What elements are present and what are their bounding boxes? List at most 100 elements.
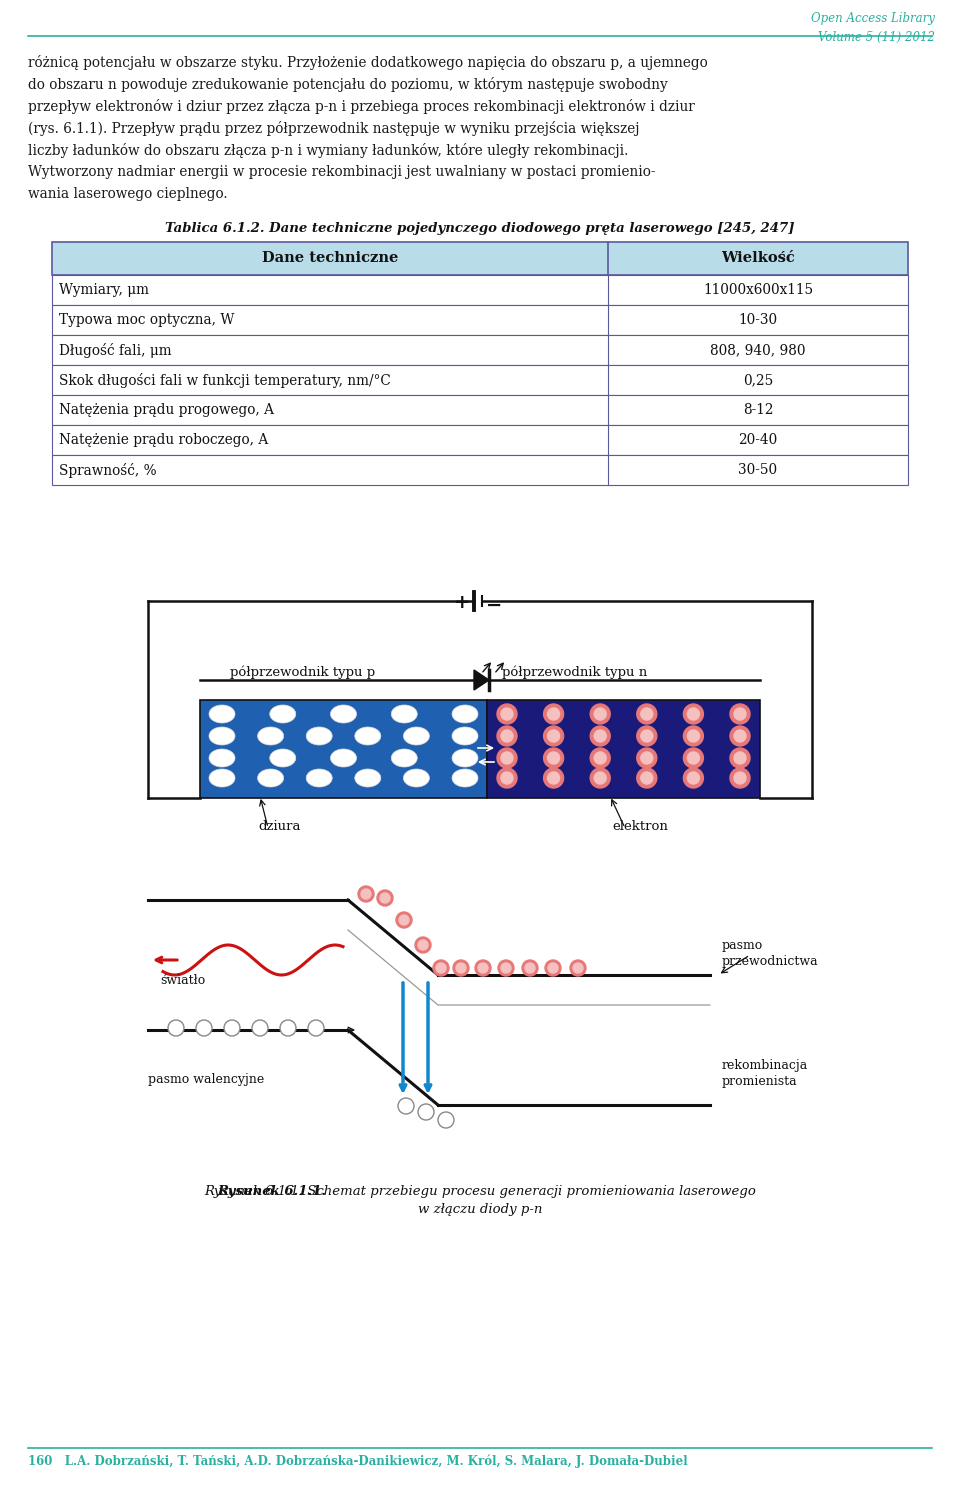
Circle shape [636, 767, 657, 788]
Ellipse shape [452, 749, 478, 767]
Circle shape [594, 752, 606, 764]
Bar [52, 426, 908, 455]
Text: Typowa moc optyczna, W: Typowa moc optyczna, W [59, 314, 234, 327]
Circle shape [590, 767, 611, 788]
Circle shape [734, 708, 746, 720]
Text: światło: światło [160, 973, 205, 987]
Circle shape [594, 772, 606, 784]
Circle shape [547, 708, 560, 720]
Circle shape [522, 960, 538, 976]
Bar [52, 242, 908, 275]
Text: −: − [486, 596, 502, 615]
Circle shape [636, 748, 657, 767]
Circle shape [196, 1020, 212, 1036]
Text: dziura: dziura [259, 820, 301, 833]
Text: Rysunek 6.1.1. Schemat przebiegu procesu generacji promieniowania laserowego: Rysunek 6.1.1. Schemat przebiegu procesu… [204, 1185, 756, 1197]
Circle shape [641, 730, 653, 742]
Text: 30-50: 30-50 [738, 463, 778, 476]
Text: 10-30: 10-30 [738, 314, 778, 327]
Ellipse shape [355, 769, 381, 787]
Text: Dane techniczne: Dane techniczne [262, 251, 398, 266]
Circle shape [399, 915, 409, 926]
Text: +: + [454, 593, 470, 612]
Circle shape [548, 963, 558, 973]
Ellipse shape [306, 769, 332, 787]
Circle shape [280, 1020, 296, 1036]
Circle shape [456, 963, 466, 973]
Text: 808, 940, 980: 808, 940, 980 [710, 343, 805, 357]
Circle shape [684, 726, 704, 746]
Ellipse shape [306, 727, 332, 745]
Ellipse shape [257, 769, 283, 787]
Text: Wymiary, μm: Wymiary, μm [59, 284, 149, 297]
Circle shape [224, 1020, 240, 1036]
Circle shape [547, 730, 560, 742]
Circle shape [687, 752, 700, 764]
Polygon shape [474, 670, 489, 690]
Circle shape [687, 772, 700, 784]
Text: 20-40: 20-40 [738, 433, 778, 446]
Circle shape [497, 767, 517, 788]
Text: różnicą potencjału w obszarze styku. Przyłożenie dodatkowego napięcia do obszaru: różnicą potencjału w obszarze styku. Prz… [28, 55, 708, 70]
Circle shape [433, 960, 449, 976]
Ellipse shape [270, 705, 296, 723]
Bar [200, 700, 487, 797]
Ellipse shape [330, 749, 356, 767]
Text: Open Access Library
Volume 5 (11) 2012: Open Access Library Volume 5 (11) 2012 [811, 12, 935, 43]
Text: Tablica 6.1.2. Dane techniczne pojedynczego diodowego pręta laserowego [245, 247: Tablica 6.1.2. Dane techniczne pojedyncz… [165, 222, 795, 234]
Circle shape [415, 938, 431, 953]
Circle shape [590, 748, 611, 767]
Circle shape [501, 708, 513, 720]
Circle shape [475, 960, 491, 976]
Text: Wielkość: Wielkość [721, 251, 795, 266]
Bar [52, 455, 908, 485]
Circle shape [573, 963, 583, 973]
Circle shape [497, 748, 517, 767]
Circle shape [641, 752, 653, 764]
Text: Długość fali, μm: Długość fali, μm [59, 342, 172, 357]
Text: pasmo walencyjne: pasmo walencyjne [148, 1073, 264, 1087]
Circle shape [543, 767, 564, 788]
Bar [52, 305, 908, 334]
Circle shape [501, 752, 513, 764]
Circle shape [436, 963, 446, 973]
Circle shape [687, 708, 700, 720]
Circle shape [641, 708, 653, 720]
Circle shape [497, 726, 517, 746]
Circle shape [730, 705, 750, 724]
Ellipse shape [209, 769, 235, 787]
Bar [52, 275, 908, 305]
Circle shape [358, 885, 374, 902]
Circle shape [734, 772, 746, 784]
Ellipse shape [392, 705, 418, 723]
Circle shape [590, 705, 611, 724]
Circle shape [547, 772, 560, 784]
Bar [487, 700, 760, 797]
Circle shape [730, 726, 750, 746]
Circle shape [594, 708, 606, 720]
Circle shape [636, 705, 657, 724]
Ellipse shape [403, 727, 429, 745]
Circle shape [570, 960, 586, 976]
Text: liczby ładunków do obszaru złącza p-n i wymiany ładunków, które uległy rekombina: liczby ładunków do obszaru złącza p-n i … [28, 143, 629, 158]
Text: w złączu diody p-n: w złączu diody p-n [418, 1203, 542, 1215]
Circle shape [497, 705, 517, 724]
Ellipse shape [209, 705, 235, 723]
Circle shape [361, 888, 371, 899]
Circle shape [478, 963, 488, 973]
Text: Rysunek 6.1.1.: Rysunek 6.1.1. [217, 1185, 326, 1197]
Ellipse shape [270, 749, 296, 767]
Circle shape [418, 1103, 434, 1120]
Circle shape [398, 1097, 414, 1114]
Circle shape [687, 730, 700, 742]
Circle shape [453, 960, 469, 976]
Circle shape [543, 705, 564, 724]
Text: wania laserowego cieplnego.: wania laserowego cieplnego. [28, 187, 228, 202]
Circle shape [730, 767, 750, 788]
Circle shape [594, 730, 606, 742]
Text: półprzewodnik typu p: półprzewodnik typu p [230, 666, 375, 679]
Circle shape [547, 752, 560, 764]
Circle shape [734, 752, 746, 764]
Ellipse shape [392, 749, 418, 767]
Text: Natężenia prądu progowego, A: Natężenia prądu progowego, A [59, 403, 274, 417]
